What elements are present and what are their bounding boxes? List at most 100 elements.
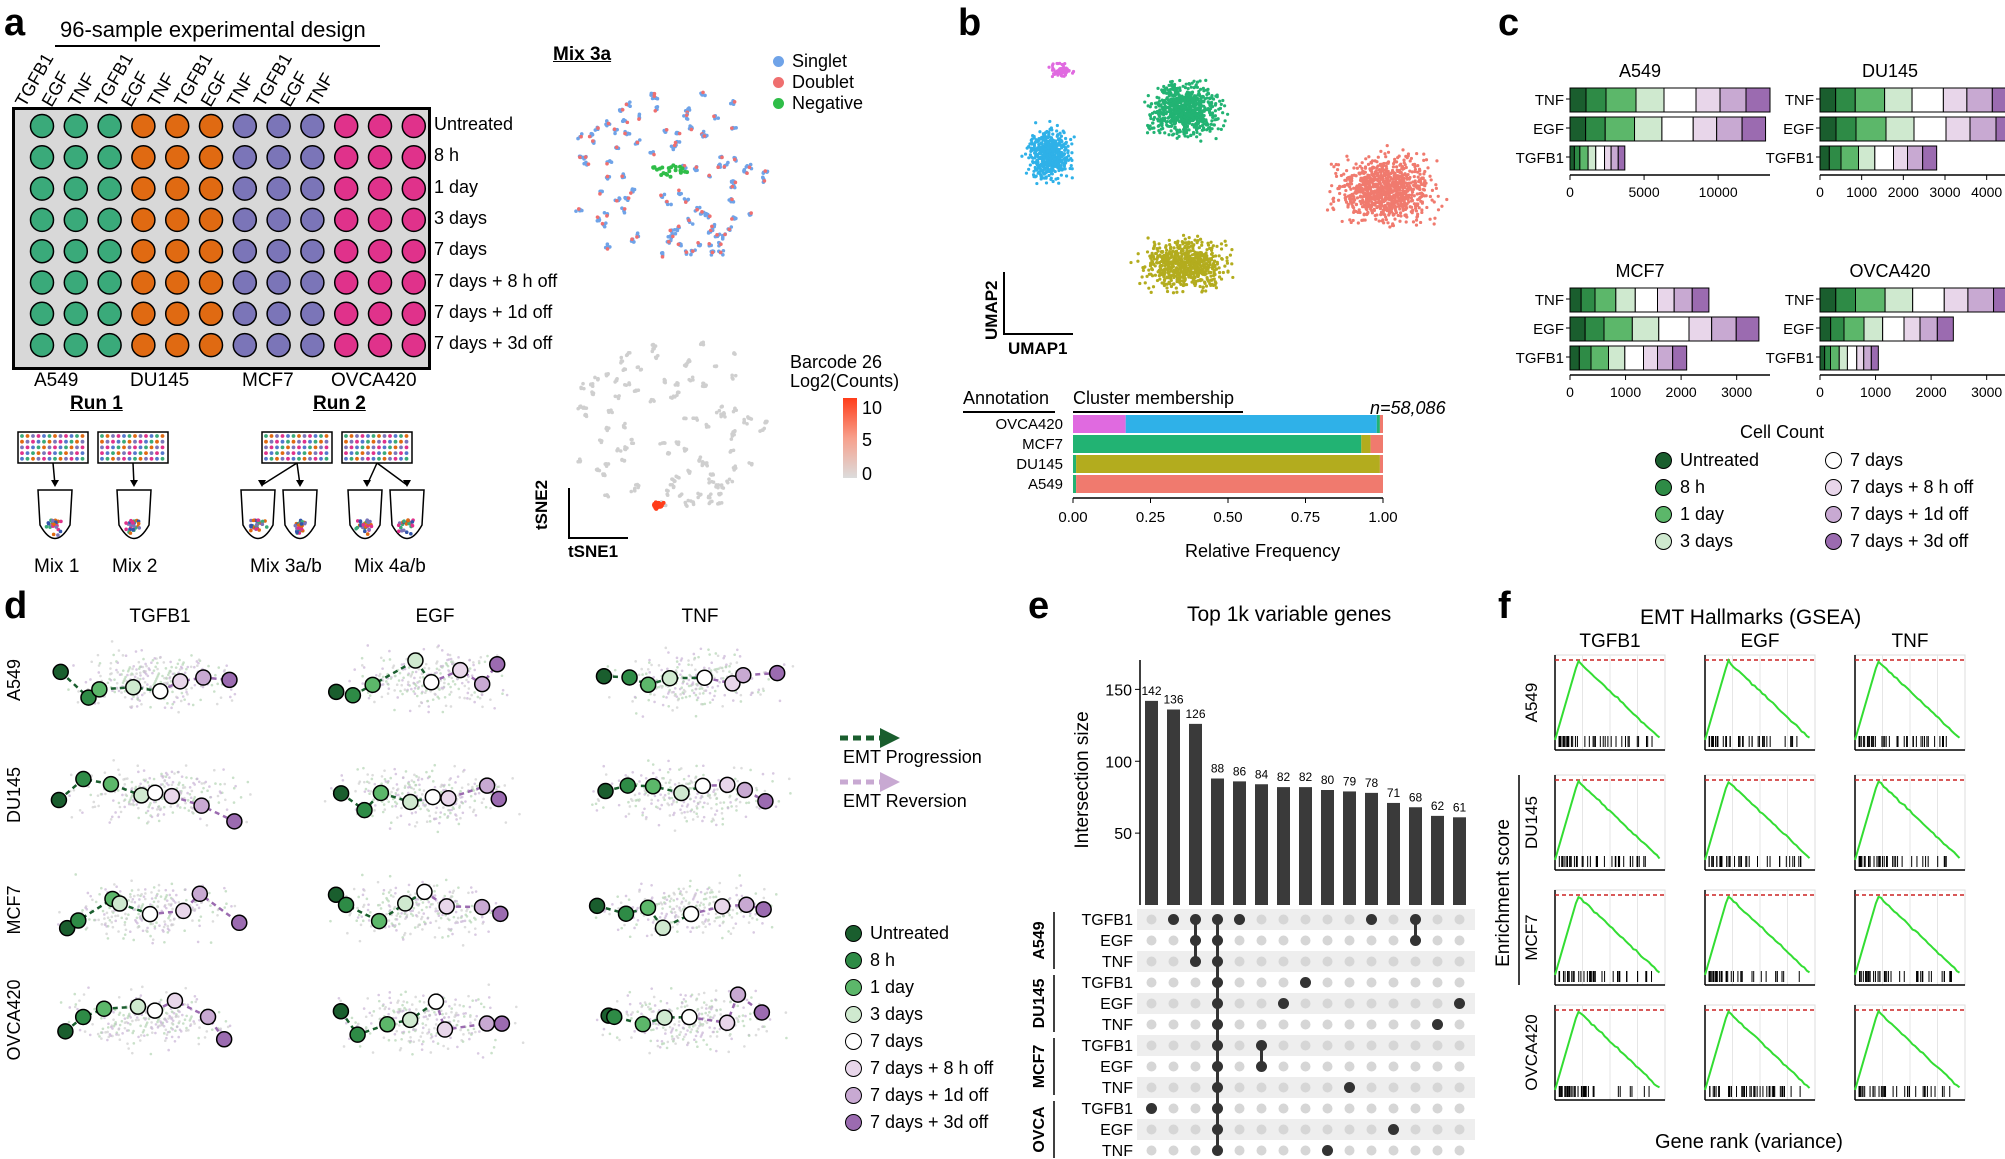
umap-point: [1062, 153, 1066, 157]
tsne-point: [683, 200, 688, 204]
umap-point: [1196, 93, 1200, 97]
umap-point: [1068, 166, 1072, 171]
tube-cell: [257, 528, 262, 532]
umap-point: [1170, 123, 1174, 128]
tsne-point: [666, 235, 671, 239]
cellcount-segment: [1863, 316, 1884, 342]
umap-point: [1069, 137, 1073, 142]
tsne-point: [606, 121, 611, 126]
umap-point: [1056, 71, 1061, 75]
embedding-point: [67, 688, 70, 691]
plate-well: [29, 270, 55, 295]
tsne-point: [606, 462, 611, 466]
plate-well: [164, 270, 190, 295]
umap-point: [1349, 220, 1353, 225]
embedding-point: [423, 666, 426, 670]
umap-point: [1203, 266, 1207, 270]
umap-point: [1434, 186, 1438, 190]
umap-point: [1150, 268, 1155, 272]
umap-point: [1143, 281, 1147, 285]
mini-well: [36, 445, 41, 450]
umap-point: [1154, 252, 1158, 256]
cellcount-tick-label: 3000: [1971, 384, 2002, 400]
cellcount-segment: [1691, 287, 1710, 313]
mini-well: [404, 445, 409, 450]
umap-point: [1221, 124, 1226, 128]
cellcount-segment: [1893, 145, 1908, 171]
plate-well: [266, 176, 291, 201]
mini-well: [144, 434, 148, 438]
tsne-point: [730, 217, 734, 221]
umap-plot: [1020, 61, 1449, 295]
tsne-point: [623, 421, 627, 426]
umap-point: [1047, 173, 1051, 178]
tsne-point: [696, 240, 700, 245]
plate-row-label: 3 days: [434, 207, 488, 228]
tsne-point: [579, 134, 583, 139]
embedding-point: [447, 669, 450, 672]
cellcount-segment: [1673, 287, 1693, 313]
umap-point: [1181, 122, 1185, 126]
mini-well: [36, 434, 41, 438]
umap-point: [1194, 265, 1198, 269]
umap-point: [1060, 71, 1064, 75]
plate-well: [198, 113, 224, 139]
umap-point: [1170, 264, 1174, 268]
umap-point: [1194, 124, 1199, 128]
cellcount-segment: [1991, 87, 2005, 113]
umap-point: [1228, 253, 1233, 257]
umap-point: [1190, 240, 1194, 245]
tsne-point: [707, 477, 711, 481]
umap-point: [1042, 158, 1046, 162]
umap-point: [1398, 185, 1402, 189]
tube-cell: [131, 527, 136, 532]
mini-well: [122, 456, 126, 461]
umap-point: [1219, 127, 1223, 131]
embedding-point: [481, 705, 484, 709]
mini-well: [69, 445, 74, 450]
umap-point: [1379, 186, 1383, 190]
cellcount-segment: [1936, 316, 1954, 342]
cellcount-segment: [1911, 87, 1944, 113]
tsne-point: [687, 218, 691, 222]
umap-point: [1172, 97, 1176, 101]
umap-point: [1158, 265, 1162, 269]
umap-point: [1177, 93, 1181, 97]
umap-point: [1383, 213, 1387, 217]
umap-point: [1410, 198, 1415, 203]
run-1-label: Run 1: [70, 393, 123, 414]
embedding-point: [120, 691, 123, 694]
tsne-point: [685, 504, 689, 508]
umap-point: [1063, 136, 1068, 141]
umap-point: [1213, 254, 1218, 258]
embedding-point: [416, 681, 419, 684]
umap-point: [1147, 286, 1151, 290]
panel-letter-a: a: [4, 2, 26, 44]
umap-point: [1158, 277, 1162, 281]
umap-point: [1167, 94, 1171, 98]
embedding-point: [130, 672, 134, 676]
plate-well: [63, 332, 89, 358]
mini-well: [291, 456, 296, 461]
umap-point: [1063, 145, 1068, 150]
umap-point: [1193, 106, 1198, 111]
mini-well: [116, 434, 121, 438]
embedding-point: [137, 667, 141, 670]
tsne-point: [747, 461, 751, 465]
umap-point: [1399, 178, 1404, 183]
mini-well: [297, 439, 301, 444]
embedding-point: [154, 665, 157, 669]
umap-point: [1387, 189, 1391, 193]
umap-point: [1217, 270, 1222, 275]
umap-point: [1187, 82, 1192, 86]
cellcount-segment: [1634, 287, 1658, 313]
embedding-point: [479, 656, 483, 659]
umap-point: [1175, 242, 1179, 247]
plate-well: [164, 207, 190, 233]
umap-point: [1366, 162, 1371, 166]
umap-point: [1422, 183, 1426, 187]
mini-well: [302, 439, 307, 444]
mini-well: [133, 445, 137, 450]
mini-well: [308, 434, 312, 438]
plate-well: [300, 145, 325, 170]
